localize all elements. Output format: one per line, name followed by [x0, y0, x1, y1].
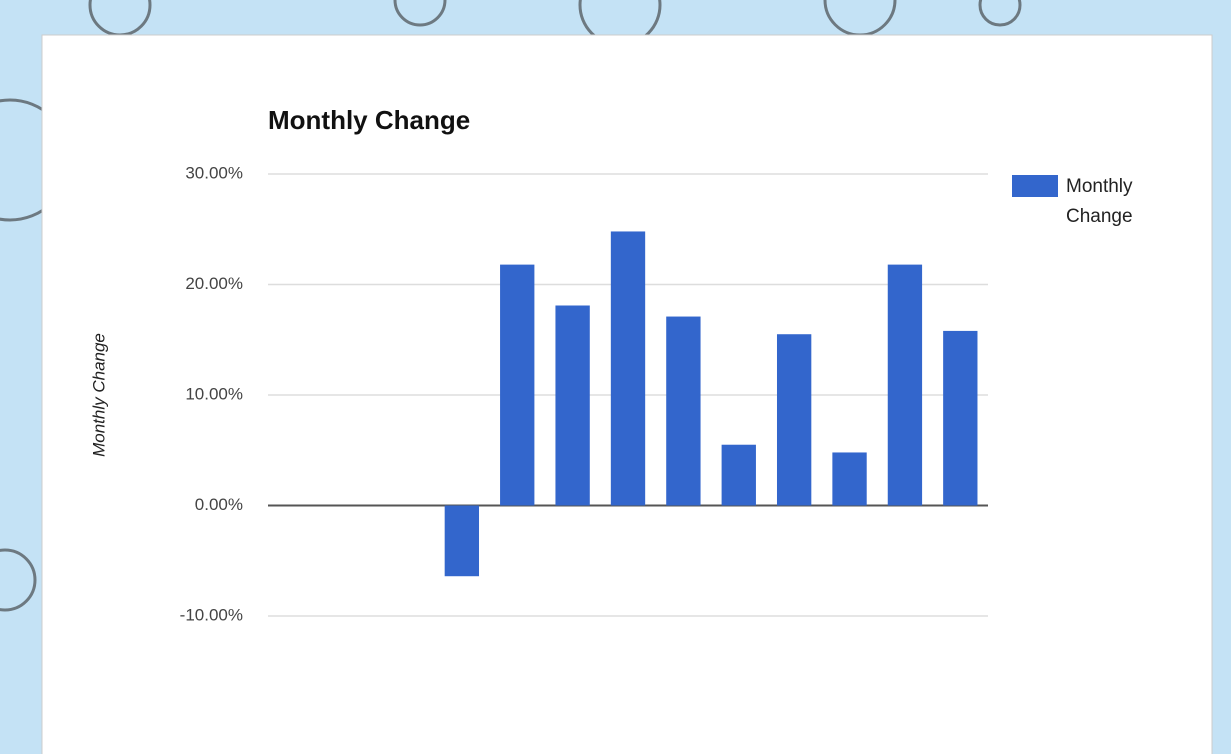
y-tick-label: 0.00%	[195, 495, 243, 514]
bar	[445, 506, 479, 577]
chart-title: Monthly Change	[268, 105, 470, 135]
y-tick-label: 10.00%	[185, 384, 243, 403]
y-tick-label: 20.00%	[185, 274, 243, 293]
y-tick-label: -10.00%	[180, 605, 243, 624]
bar	[666, 317, 700, 506]
legend-swatch	[1012, 175, 1058, 197]
chart: Monthly Change Monthly Change -10.00% 0.0…	[0, 0, 1231, 754]
bar	[777, 334, 811, 505]
bar	[888, 265, 922, 506]
bar	[722, 445, 756, 506]
y-axis-title: Monthly Change	[89, 333, 108, 457]
legend-label: Monthly Change	[1066, 172, 1166, 232]
bar	[943, 331, 977, 506]
bar	[832, 452, 866, 505]
bar	[611, 231, 645, 505]
bar	[500, 265, 534, 506]
page: Monthly Change Monthly Change -10.00% 0.0…	[0, 0, 1231, 754]
bar	[555, 305, 589, 505]
y-tick-label: 30.00%	[185, 163, 243, 182]
